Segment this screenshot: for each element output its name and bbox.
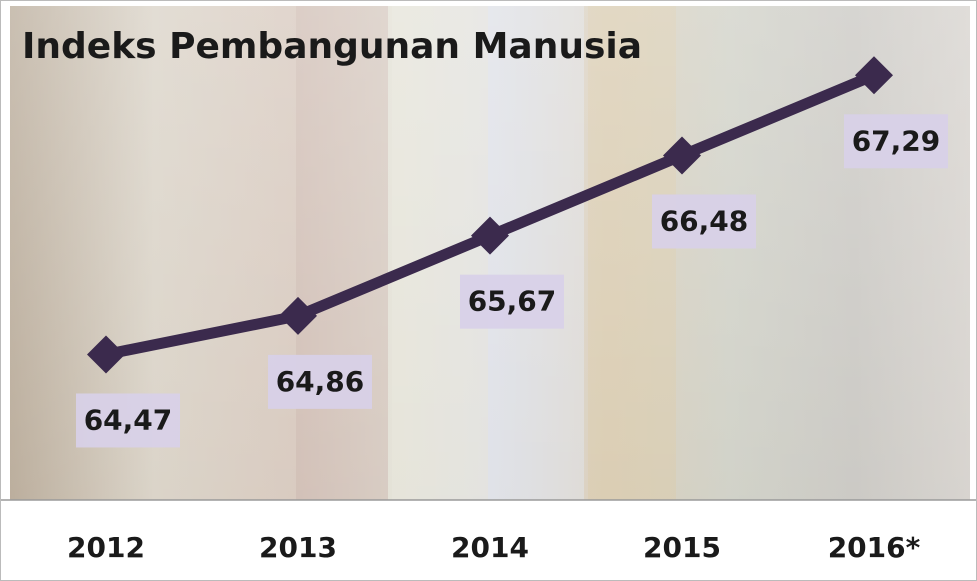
x-tick-label: 2015 [643, 531, 721, 564]
value-label: 65,67 [468, 285, 557, 318]
x-tick-label: 2013 [259, 531, 337, 564]
value-label: 64,86 [276, 365, 365, 398]
chart: Indeks Pembangunan Manusia 2012 2013 2014 2… [0, 0, 977, 581]
x-tick-label: 2014 [451, 531, 529, 564]
chart-title: Indeks Pembangunan Manusia [22, 26, 642, 67]
page: Indeks Pembangunan Manusia 2012 2013 2014 2… [0, 0, 977, 581]
x-tick-label: 2016* [828, 531, 921, 564]
value-label: 67,29 [852, 124, 941, 157]
x-tick-label: 2012 [67, 531, 145, 564]
value-label: 64,47 [84, 403, 173, 436]
value-label: 66,48 [660, 204, 749, 237]
